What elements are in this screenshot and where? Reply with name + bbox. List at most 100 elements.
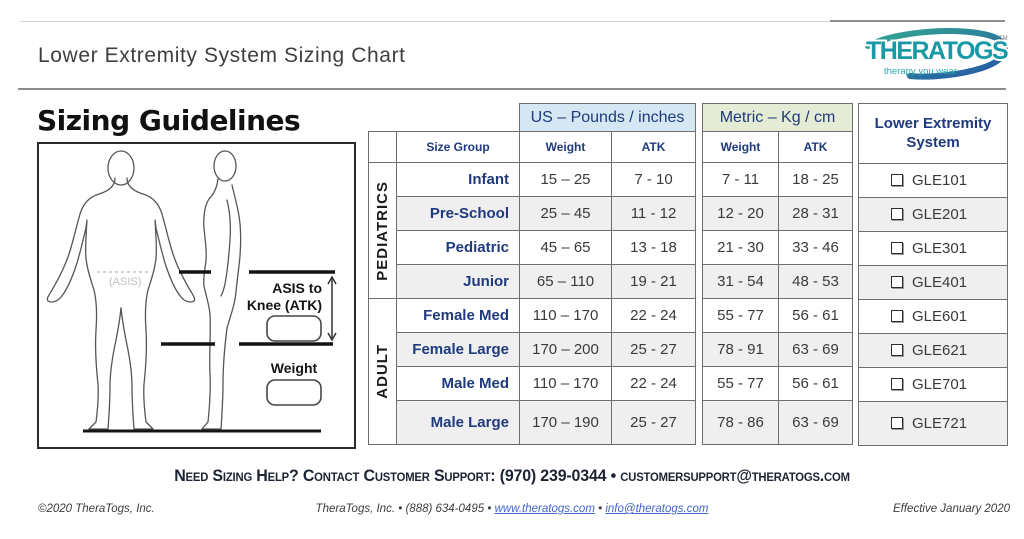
size-label: Female Large [396, 332, 520, 367]
atk-label-line2: Knee (ATK) [247, 297, 322, 313]
product-code: GLE401 [912, 274, 968, 291]
size-label: Junior [396, 264, 520, 299]
atk-label-line1: ASIS to [272, 280, 322, 296]
us-atk-header: ATK [611, 131, 696, 163]
top-rule-dark-segment [830, 20, 1005, 22]
product-cell: GLE701 [858, 367, 1008, 402]
us-weight-value: 15 – 25 [519, 162, 612, 197]
checkbox-icon[interactable] [891, 344, 903, 356]
footer-website-link[interactable]: www.theratogs.com [494, 503, 595, 515]
us-weight-value: 170 – 190 [519, 400, 612, 445]
metric-atk-value: 63 - 69 [778, 400, 853, 445]
size-group-header: Size Group [396, 131, 520, 163]
metric-weight-value: 78 - 91 [702, 332, 779, 367]
metric-weight-value: 55 - 77 [702, 366, 779, 401]
metric-weight-value: 31 - 54 [702, 264, 779, 299]
product-code: GLE201 [912, 206, 968, 223]
header-divider [18, 88, 1006, 90]
us-weight-value: 45 – 65 [519, 230, 612, 265]
bullet-separator: • [610, 466, 617, 485]
metric-sizing-table: Metric – Kg / cm Weight ATK 7 - 11 18 - 2… [702, 103, 853, 445]
top-rule [20, 21, 1005, 22]
support-phone: (970) 239-0344 [499, 466, 607, 485]
product-table: Lower Extremity System GLE101 GLE201 GLE… [858, 103, 1008, 446]
les-header: Lower Extremity System [858, 103, 1008, 164]
metric-weight-header: Weight [702, 131, 779, 163]
front-body-outline [46, 150, 196, 430]
atk-arrow [327, 275, 337, 342]
footer-contact: TheraTogs, Inc. • (888) 634-0495 • www.t… [0, 503, 1024, 515]
us-weight-value: 170 – 200 [519, 332, 612, 367]
footer-email-link[interactable]: info@theratogs.com [605, 503, 709, 515]
metric-units-header: Metric – Kg / cm [702, 103, 853, 132]
us-atk-value: 13 - 18 [611, 230, 696, 265]
metric-atk-value: 63 - 69 [778, 332, 853, 367]
us-weight-value: 110 – 170 [519, 298, 612, 333]
group-col-header [368, 131, 397, 163]
checkbox-icon[interactable] [891, 174, 903, 186]
metric-weight-value: 7 - 11 [702, 162, 779, 197]
us-sizing-table: US – Pounds / inches Size Group Weight A… [368, 103, 696, 445]
measurement-lines [83, 270, 335, 433]
us-atk-value: 19 - 21 [611, 264, 696, 299]
checkbox-icon[interactable] [891, 310, 903, 322]
us-units-header: US – Pounds / inches [519, 103, 696, 132]
sizing-guidelines-title: Sizing Guidelines [37, 104, 301, 137]
body-diagram-svg: (ASIS) ASIS to Knee (ATK) Weight [46, 150, 337, 433]
product-cell: GLE621 [858, 333, 1008, 368]
page-title: Lower Extremity System Sizing Chart [38, 44, 406, 67]
weight-label: Weight [271, 360, 318, 376]
logo-swoosh [865, 28, 1008, 80]
us-atk-value: 7 - 10 [611, 162, 696, 197]
size-label: Pediatric [396, 230, 520, 265]
checkbox-icon[interactable] [891, 276, 903, 288]
checkbox-icon[interactable] [891, 208, 903, 220]
metric-atk-value: 33 - 46 [778, 230, 853, 265]
atk-entry-box[interactable] [266, 315, 322, 342]
checkbox-icon[interactable] [891, 242, 903, 254]
size-label: Male Med [396, 366, 520, 401]
checkbox-icon[interactable] [891, 417, 903, 429]
us-atk-value: 25 - 27 [611, 400, 696, 445]
product-cell: GLE101 [858, 163, 1008, 198]
metric-atk-header: ATK [778, 131, 853, 163]
weight-entry-box[interactable] [266, 379, 322, 406]
metric-atk-value: 48 - 53 [778, 264, 853, 299]
size-label: Pre-School [396, 196, 520, 231]
support-line: Need Sizing Help? Contact Customer Suppo… [31, 466, 994, 486]
product-cell: GLE401 [858, 265, 1008, 300]
us-atk-value: 22 - 24 [611, 366, 696, 401]
us-atk-value: 25 - 27 [611, 332, 696, 367]
sizing-tables: US – Pounds / inches Size Group Weight A… [368, 103, 1008, 446]
group-pediatrics: PEDIATRICS [368, 162, 397, 299]
footer-copyright: ©2020 TheraTogs, Inc. [38, 503, 155, 515]
metric-weight-value: 21 - 30 [702, 230, 779, 265]
size-label: Infant [396, 162, 520, 197]
bullet-separator: • [598, 503, 603, 515]
product-code: GLE601 [912, 308, 968, 325]
metric-atk-value: 18 - 25 [778, 162, 853, 197]
product-code: GLE621 [912, 342, 968, 359]
product-code: GLE301 [912, 240, 968, 257]
group-adult: ADULT [368, 298, 397, 445]
metric-atk-value: 56 - 61 [778, 366, 853, 401]
asis-label: (ASIS) [109, 276, 141, 288]
product-cell: GLE601 [858, 299, 1008, 334]
product-code: GLE101 [912, 172, 968, 189]
checkbox-icon[interactable] [891, 378, 903, 390]
metric-weight-value: 78 - 86 [702, 400, 779, 445]
band-spacer [369, 104, 520, 132]
footer-phone: (888) 634-0495 [405, 503, 485, 515]
product-code: GLE721 [912, 415, 968, 432]
bullet-separator: • [398, 503, 403, 515]
bullet-separator: • [487, 503, 492, 515]
logo-tagline: therapy you wear [884, 66, 957, 77]
footer-effective-date: Effective January 2020 [893, 503, 1010, 515]
footer-company: TheraTogs, Inc. [315, 503, 396, 515]
us-weight-value: 25 – 45 [519, 196, 612, 231]
product-cell: GLE201 [858, 197, 1008, 232]
support-text: Need Sizing Help? Contact Customer Suppo… [174, 466, 496, 485]
metric-atk-value: 28 - 31 [778, 196, 853, 231]
us-atk-value: 11 - 12 [611, 196, 696, 231]
